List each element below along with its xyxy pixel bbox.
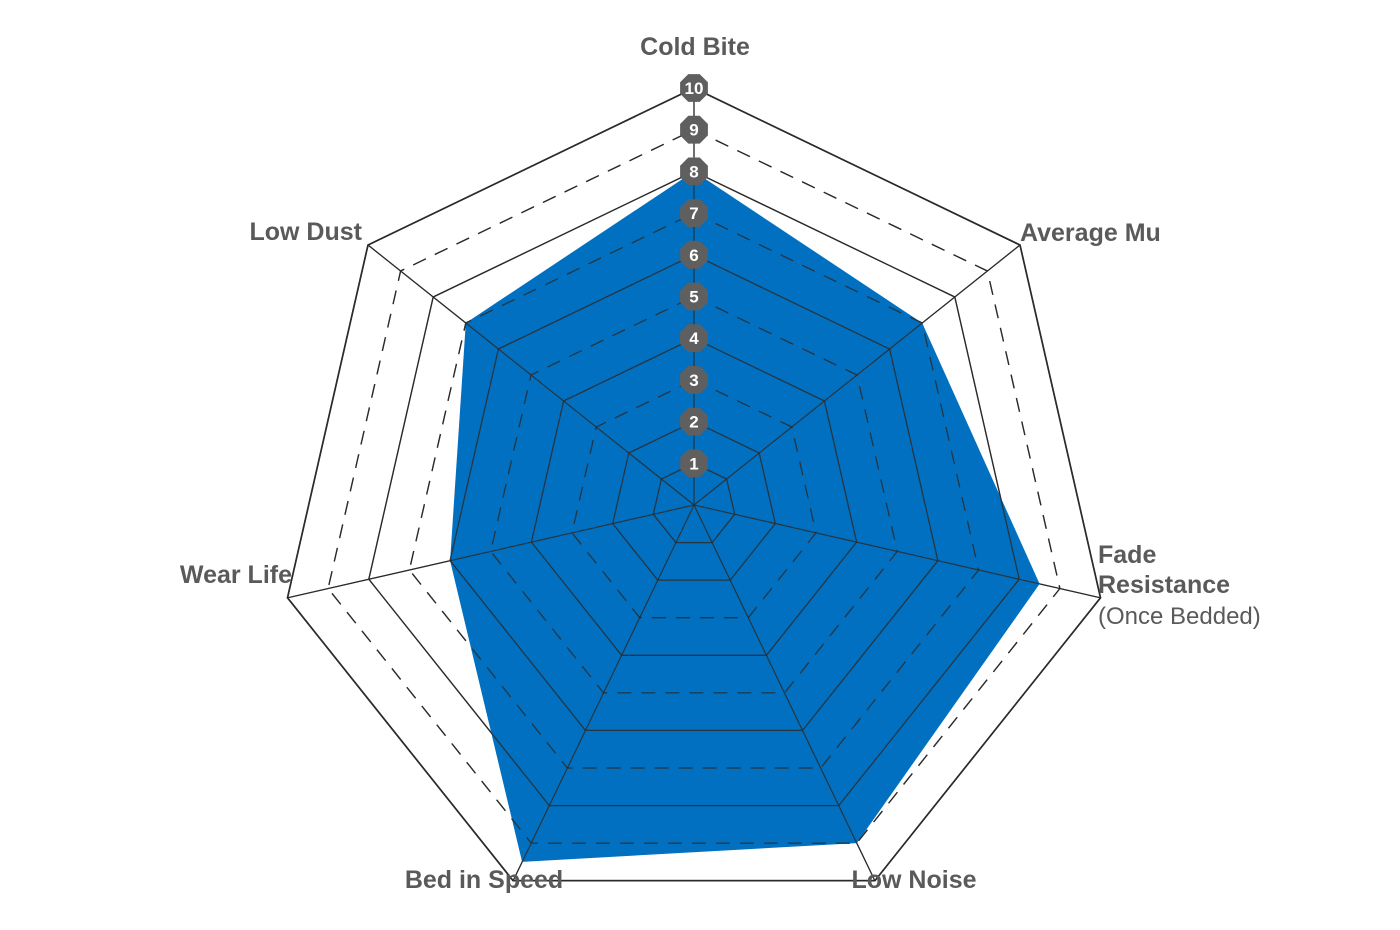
grid-ring-6-overlay	[449, 254, 939, 732]
grid-spoke-2-overlay	[693, 244, 1021, 506]
axis-label-fade-resistance-line2: Resistance	[1098, 571, 1230, 599]
grid-ring-7-overlay	[408, 212, 980, 769]
grid-ring-3-overlay	[571, 379, 817, 619]
tick-badge-4	[680, 324, 708, 353]
tick-badge-9	[680, 115, 708, 144]
grid-spoke-6-overlay	[287, 504, 695, 599]
tick-label-2: 2	[689, 413, 698, 432]
tick-badge-10	[680, 74, 708, 102]
grid-spoke-7-overlay	[367, 244, 695, 506]
grid-ring-4-overlay	[530, 337, 858, 656]
axis-label-bed-in-speed: Bed in Speed	[405, 866, 563, 894]
grid-ring-8-overlay	[368, 170, 1020, 807]
tick-badge-8	[680, 157, 708, 186]
tick-label-9: 9	[689, 121, 698, 140]
tick-badge-5	[680, 282, 708, 311]
tick-badge-1	[680, 449, 708, 478]
tick-label-1: 1	[689, 454, 698, 473]
grid-spoke-3-overlay	[693, 504, 1101, 599]
grid-ring-1-overlay	[652, 462, 736, 544]
axis-label-cold-bite: Cold Bite	[640, 33, 750, 61]
tick-badge-6	[680, 240, 708, 269]
tick-label-7: 7	[689, 204, 698, 223]
grid-ring-5-overlay	[489, 295, 899, 694]
tick-label-10: 10	[685, 79, 704, 98]
axis-label-fade-resistance: Fade	[1098, 541, 1156, 569]
axis-label-fade-resistance-line3: (Once Bedded)	[1098, 603, 1261, 630]
grid-spoke-5-overlay	[512, 504, 695, 881]
tick-label-3: 3	[689, 371, 698, 390]
axis-label-wear-life: Wear Life	[180, 561, 292, 589]
grid-spoke-4-overlay	[693, 504, 876, 881]
axis-label-low-dust: Low Dust	[250, 218, 363, 246]
grid-ring-9-overlay	[327, 128, 1061, 844]
tick-badge-2	[680, 407, 708, 436]
radar-tick-badges: 1 2 3 4 5 6 7 8 9 10	[680, 74, 708, 478]
tick-label-4: 4	[689, 329, 699, 348]
tick-label-6: 6	[689, 246, 698, 265]
tick-label-5: 5	[689, 288, 698, 307]
tick-badge-3	[680, 366, 708, 394]
axis-label-low-noise: Low Noise	[851, 866, 976, 894]
tick-badge-7	[680, 199, 708, 227]
axis-label-average-mu: Average Mu	[1020, 219, 1161, 247]
grid-ring-10-overlay	[286, 87, 1102, 882]
tick-label-8: 8	[689, 162, 698, 181]
grid-ring-2-overlay	[611, 420, 777, 581]
